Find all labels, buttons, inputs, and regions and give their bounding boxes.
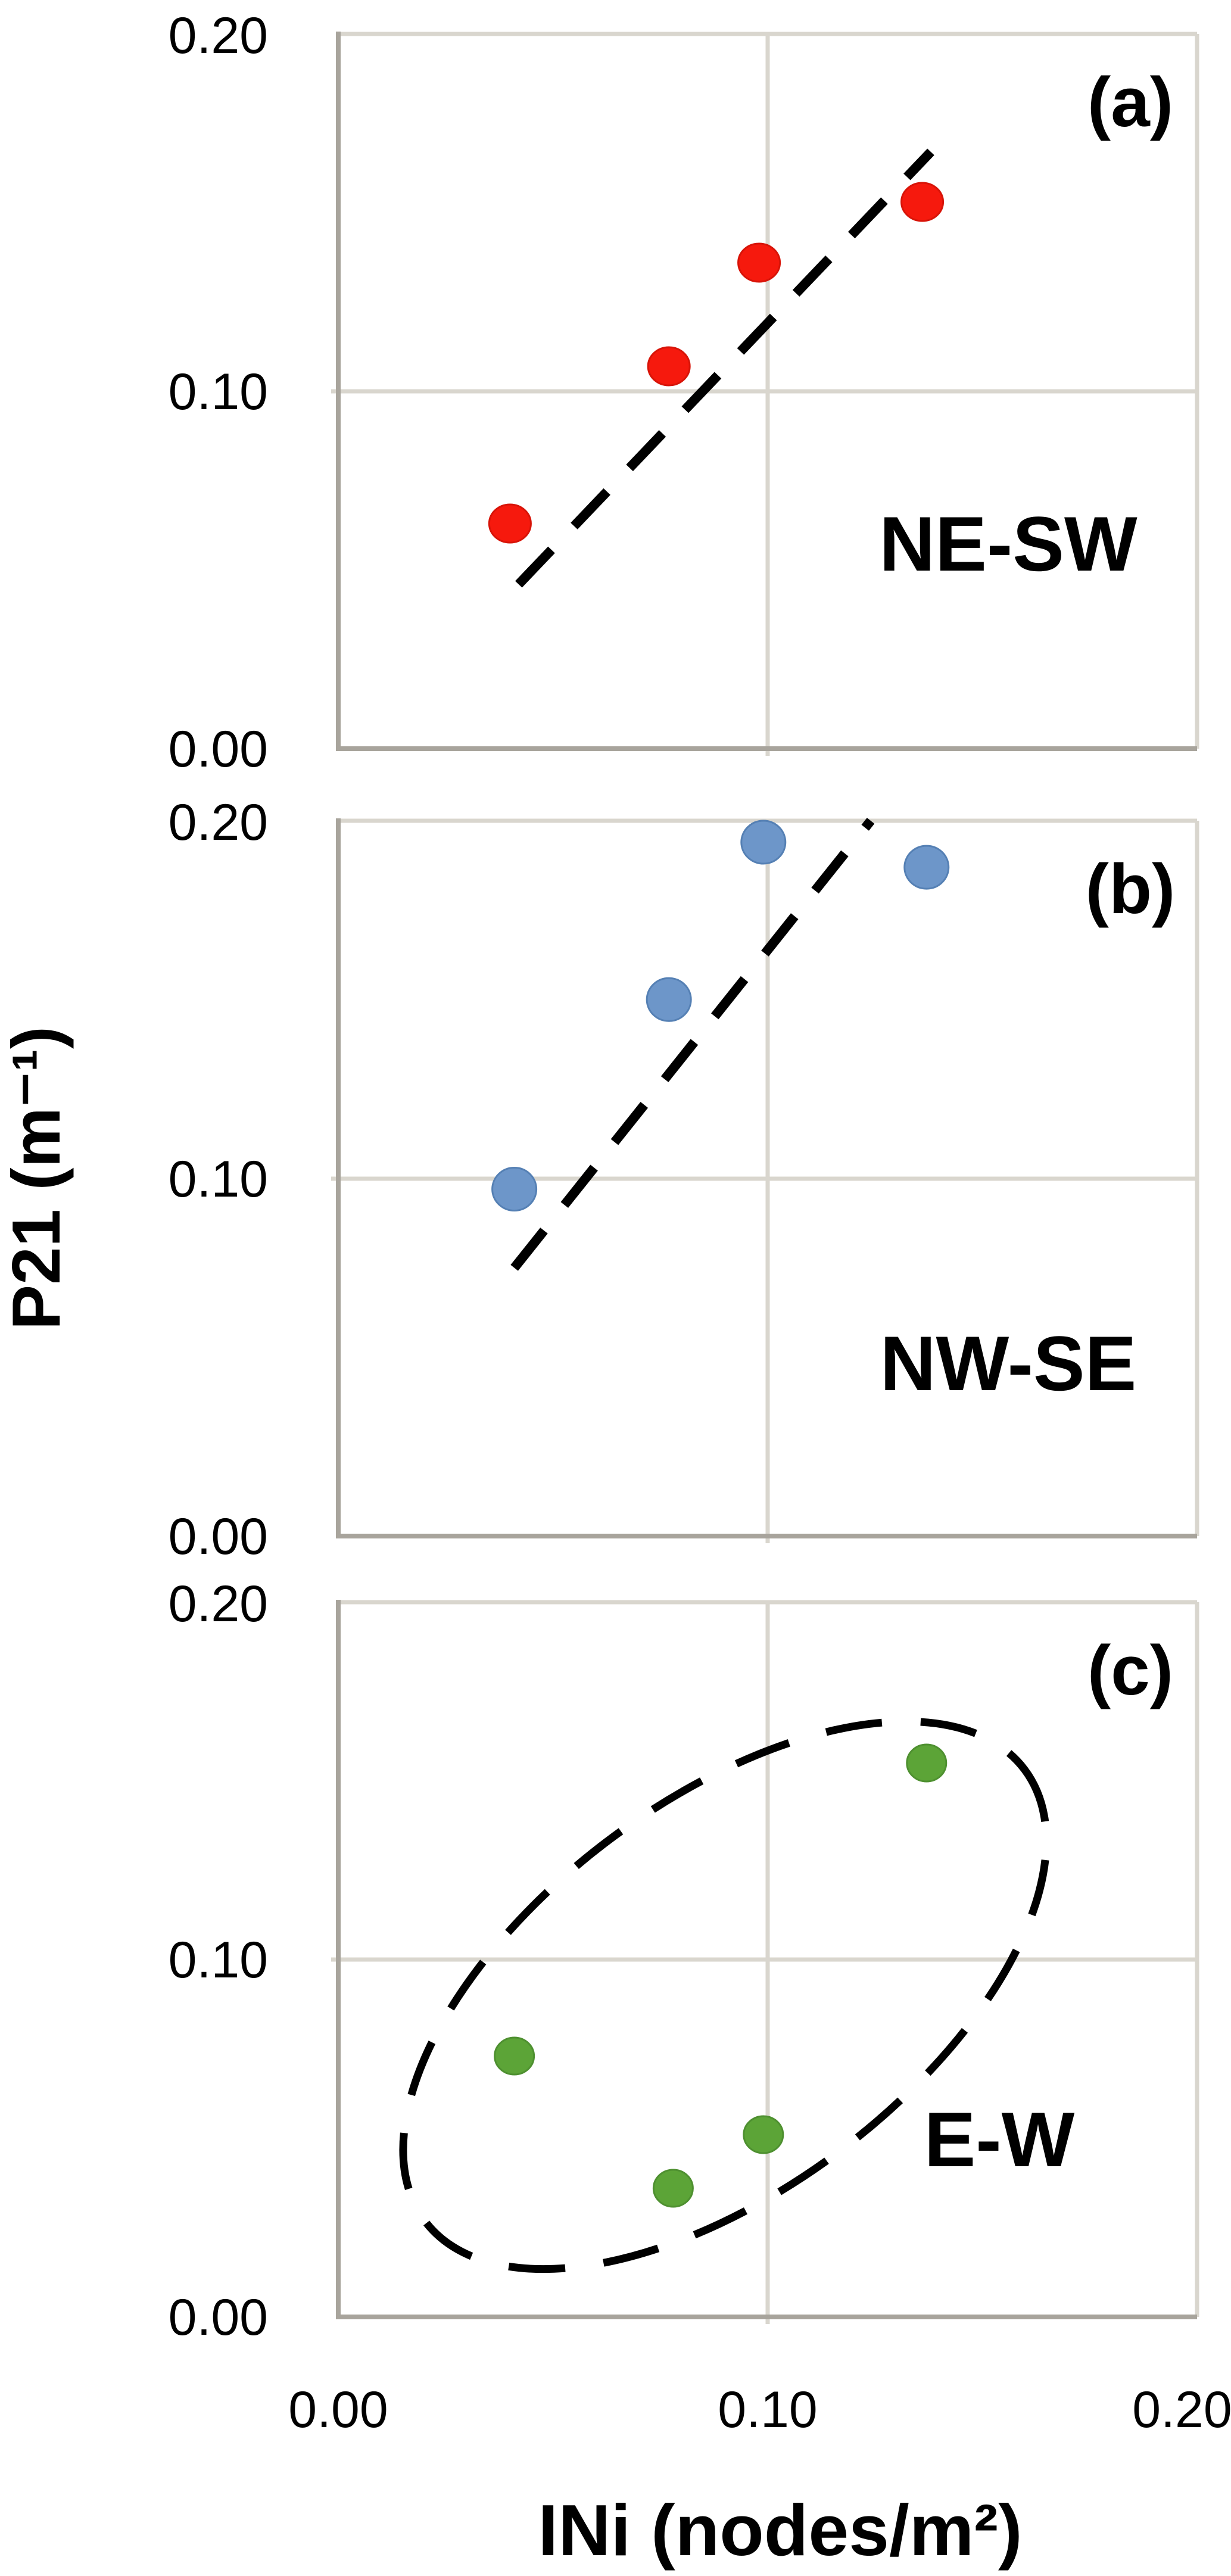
- y-tick-a-020: 0.20: [169, 7, 268, 64]
- panel-tag-b: (b): [1086, 850, 1176, 929]
- x-axis-title: INi (nodes/m²): [538, 2490, 1022, 2571]
- data-point: [488, 503, 532, 544]
- annotation-a: NE-SW: [879, 500, 1137, 587]
- y-tick-a-010: 0.10: [169, 363, 268, 420]
- data-point: [647, 346, 691, 387]
- x-axis-labels: 0.00 0.10 0.20 INi (nodes/m²): [288, 2381, 1231, 2571]
- data-point: [737, 242, 781, 283]
- data-point: [743, 2115, 784, 2154]
- data-point: [491, 1167, 538, 1212]
- y-tick-c-010: 0.10: [169, 1932, 268, 1989]
- panel-b: 0.20 0.10 0.00 (b) NW-SE: [169, 794, 1199, 1565]
- panel-tag-a: (a): [1087, 63, 1173, 142]
- marks-a: [488, 148, 945, 588]
- panel-tag-c: (c): [1087, 1631, 1173, 1710]
- panel-c: 0.20 0.10 0.00 (c) E-W: [169, 1575, 1199, 2346]
- panel-a: 0.20 0.10 0.00 (a) NE-SW: [169, 7, 1199, 778]
- marks-b: [491, 818, 950, 1271]
- x-tick-010: 0.10: [718, 2381, 817, 2438]
- data-point: [900, 182, 945, 222]
- marks-c: [399, 1717, 1051, 2273]
- trend-line: [510, 818, 875, 1271]
- annotation-c: E-W: [924, 2096, 1075, 2183]
- annotation-b: NW-SE: [880, 1320, 1137, 1407]
- trend-line: [515, 148, 934, 588]
- x-tick-000: 0.00: [288, 2381, 388, 2438]
- y-axis-title: P21 (m⁻¹): [0, 1026, 74, 1330]
- y-tick-a-000: 0.00: [169, 721, 268, 778]
- data-point: [494, 2036, 535, 2076]
- y-tick-b-020: 0.20: [169, 794, 268, 851]
- x-tick-020: 0.20: [1132, 2381, 1231, 2438]
- y-tick-c-020: 0.20: [169, 1575, 268, 1633]
- y-tick-c-000: 0.00: [169, 2289, 268, 2346]
- data-point: [652, 2169, 694, 2208]
- y-tick-b-010: 0.10: [169, 1151, 268, 1208]
- data-point: [740, 820, 787, 865]
- data-point: [903, 845, 950, 890]
- y-tick-b-000: 0.00: [169, 1508, 268, 1565]
- data-point: [906, 1743, 948, 1783]
- data-point: [646, 977, 692, 1022]
- correlation-ellipse: [399, 1717, 1051, 2273]
